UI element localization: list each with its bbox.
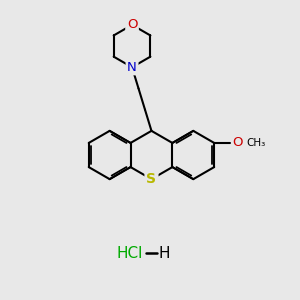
Text: CH₃: CH₃ <box>247 138 266 148</box>
Text: O: O <box>232 136 242 149</box>
Text: S: S <box>146 172 157 186</box>
Text: O: O <box>127 18 137 32</box>
Text: H: H <box>159 246 170 261</box>
Text: HCl: HCl <box>116 246 142 261</box>
Text: N: N <box>127 61 137 74</box>
